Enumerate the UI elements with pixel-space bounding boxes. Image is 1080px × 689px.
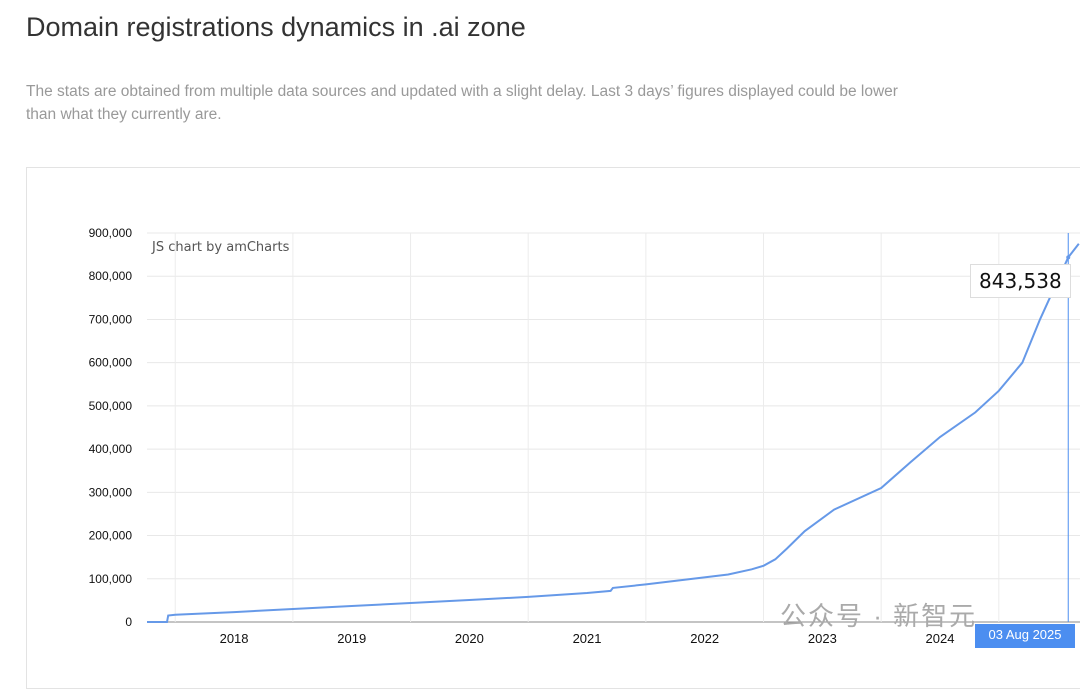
- x-tick-label: 2021: [573, 631, 602, 646]
- watermark: 公众号 · 新智元: [780, 601, 978, 631]
- line-chart[interactable]: 0 100,000 200,000 300,000 400,000 500,000 600,…: [0, 0, 1080, 660]
- x-tick-label: 2022: [690, 631, 719, 646]
- y-tick-label: 100,000: [89, 572, 133, 586]
- y-tick-label: 200,000: [89, 529, 133, 543]
- page-title: Domain registrations dynamics in .ai zon…: [26, 12, 526, 42]
- date-cursor-label: 03 Aug 2025: [975, 624, 1075, 648]
- y-tick-label: 300,000: [89, 485, 133, 499]
- y-tick-label: 600,000: [89, 356, 133, 370]
- series-line: [147, 243, 1080, 623]
- x-tick-label: 2023: [808, 631, 837, 646]
- description: The stats are obtained from multiple dat…: [26, 83, 898, 123]
- cursor-point: [1066, 255, 1071, 260]
- x-tick-label: 2020: [455, 631, 484, 646]
- chart-credit[interactable]: JS chart by amCharts: [152, 240, 290, 255]
- x-tick-label: 2018: [220, 631, 249, 646]
- x-tick-label: 2024: [926, 631, 955, 646]
- y-tick-label: 500,000: [89, 399, 133, 413]
- y-tick-label: 0: [125, 615, 132, 629]
- y-tick-label: 900,000: [89, 226, 133, 240]
- y-tick-label: 700,000: [89, 312, 133, 326]
- value-tooltip: 843,538: [970, 264, 1071, 298]
- x-tick-label: 2019: [337, 631, 366, 646]
- y-tick-label: 400,000: [89, 442, 133, 456]
- y-tick-label: 800,000: [89, 269, 133, 283]
